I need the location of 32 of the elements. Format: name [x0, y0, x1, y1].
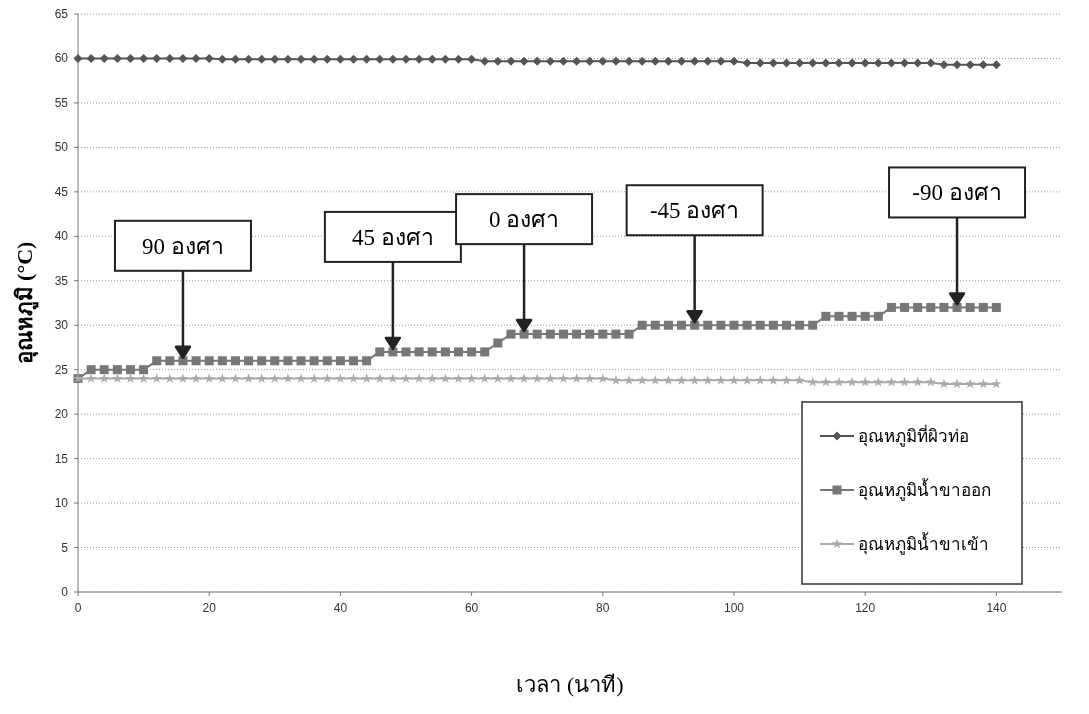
y-axis-title: อุณหภูมิ (°C) — [12, 241, 39, 365]
x-tick-label: 100 — [723, 601, 745, 615]
x-tick-label: 20 — [202, 601, 217, 615]
y-tick-label: 15 — [54, 451, 69, 466]
y-tick-label: 45 — [54, 184, 69, 199]
y-tick-label: 35 — [54, 273, 69, 288]
annotation: -90 องศา — [912, 180, 1002, 206]
y-tick-label: 0 — [61, 585, 69, 599]
annotation: -45 องศา — [649, 198, 740, 224]
y-tick-label: 25 — [54, 362, 69, 377]
x-tick-label: 140 — [986, 601, 1007, 615]
y-tick-label: 50 — [54, 140, 69, 155]
y-tick-label: 20 — [54, 407, 69, 422]
x-tick-label: 60 — [464, 601, 479, 615]
legend-label: อุณหภูมิน้ำขาเข้า — [858, 532, 989, 555]
x-tick-label: 80 — [596, 601, 610, 615]
x-axis-title: เวลา (นาที) — [516, 672, 624, 697]
legend-label: อุณหภูมิที่ผิวท่อ — [858, 424, 969, 447]
x-tick-label: 40 — [333, 601, 348, 615]
y-tick-label: 30 — [54, 318, 69, 333]
x-tick-label: 0 — [74, 601, 82, 615]
annotation: 45 องศา — [352, 224, 434, 250]
legend-label: อุณหภูมิน้ำขาออก — [858, 478, 991, 501]
y-tick-label: 5 — [61, 540, 69, 555]
y-tick-label: 55 — [54, 95, 69, 110]
x-tick-label: 120 — [855, 601, 876, 615]
y-tick-label: 40 — [54, 229, 69, 244]
annotation: 0 องศา — [488, 207, 560, 233]
y-tick-label: 10 — [54, 496, 69, 511]
annotation: 90 องศา — [142, 233, 224, 259]
y-tick-label: 65 — [54, 7, 69, 21]
y-tick-label: 60 — [54, 51, 69, 66]
